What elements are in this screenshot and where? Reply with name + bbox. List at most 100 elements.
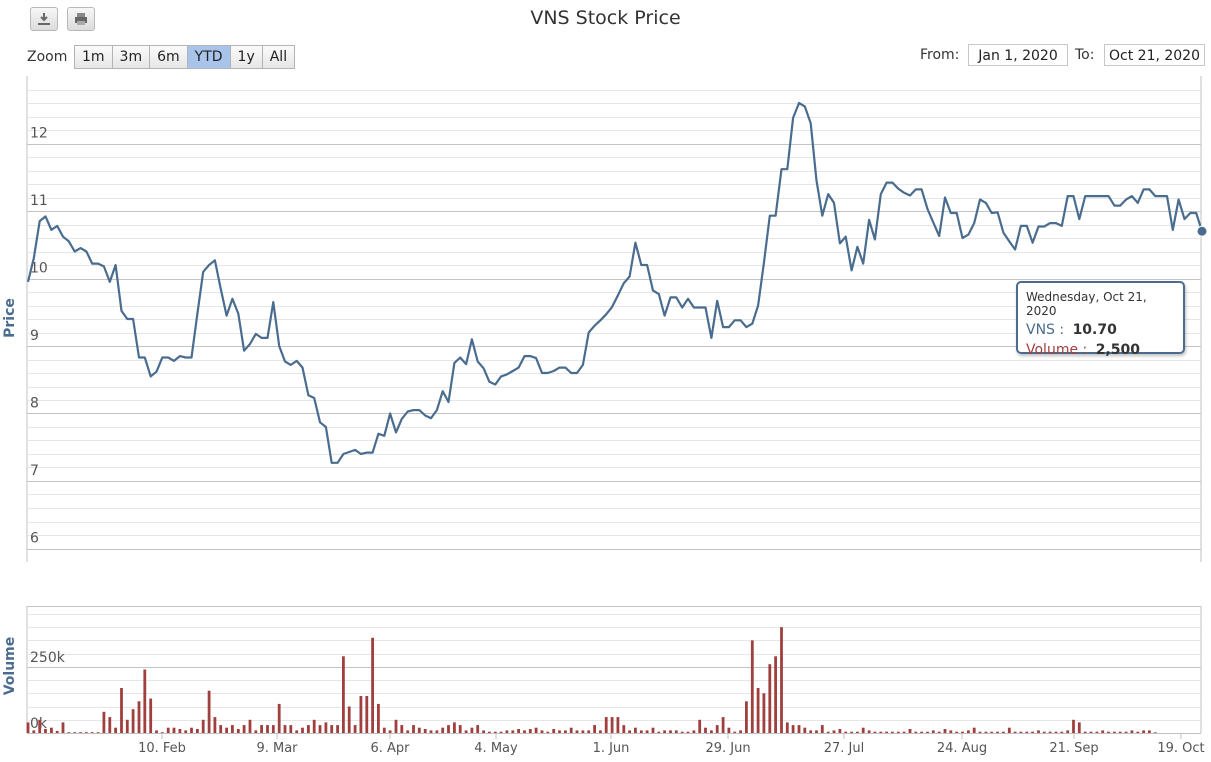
volume-bar: [674, 730, 678, 733]
volume-bar: [488, 731, 491, 733]
volume-bar: [236, 729, 240, 733]
volume-bar: [552, 729, 556, 733]
volume-bar: [1007, 727, 1011, 733]
to-date-input[interactable]: Oct 21, 2020: [1104, 44, 1205, 66]
x-tick-label: 24. Aug: [937, 741, 987, 756]
volume-bar: [832, 730, 836, 733]
volume-bar: [453, 722, 456, 733]
volume-bar: [885, 731, 888, 733]
volume-bar: [645, 730, 649, 733]
volume-bar: [172, 727, 176, 733]
volume-bar: [1124, 731, 1128, 733]
volume-bar: [96, 732, 100, 733]
x-tick-label: 9. Mar: [256, 741, 298, 756]
volume-bar: [149, 698, 153, 733]
volume-bar: [336, 725, 339, 733]
volume-bar: [715, 725, 719, 733]
volume-bar: [85, 732, 88, 733]
volume-bar: [669, 730, 672, 733]
from-date-input[interactable]: Jan 1, 2020: [968, 44, 1068, 66]
volume-bar: [1054, 731, 1058, 733]
volume-bar: [967, 730, 970, 733]
zoom-buttons: 1m 3m 6m YTD 1y All: [74, 45, 296, 69]
price-tick-label: 11: [30, 193, 48, 209]
volume-bar: [867, 730, 871, 733]
volume-bar: [850, 731, 853, 733]
volume-bar: [902, 731, 906, 733]
volume-bar: [838, 729, 842, 733]
volume-bar: [271, 725, 275, 733]
volume-bar: [458, 725, 462, 733]
volume-bar: [785, 722, 789, 733]
volume-bar: [196, 729, 199, 733]
x-tick-label: 10. Feb: [138, 741, 186, 756]
volume-bar: [931, 730, 935, 733]
volume-bar: [511, 730, 515, 733]
volume-bar: [1101, 730, 1105, 733]
price-series: [26, 101, 1208, 464]
zoom-3m-button[interactable]: 3m: [112, 46, 151, 68]
volume-bar: [546, 731, 550, 733]
volume-bar: [359, 696, 363, 733]
volume-bar: [768, 664, 772, 733]
zoom-label: Zoom: [27, 49, 68, 65]
zoom-6m-button[interactable]: 6m: [150, 46, 188, 68]
volume-bar: [301, 727, 304, 733]
volume-bar: [996, 731, 999, 733]
volume-bar: [820, 725, 824, 733]
volume-bar: [949, 730, 953, 733]
volume-bar: [417, 727, 421, 733]
volume-bar: [856, 731, 859, 733]
volume-bar: [108, 717, 112, 733]
volume-bar: [774, 656, 777, 733]
zoom-1m-button[interactable]: 1m: [75, 46, 113, 68]
volume-bar: [762, 693, 766, 733]
zoom-ytd-button[interactable]: YTD: [187, 46, 231, 68]
volume-bar: [90, 732, 94, 733]
volume-bar: [277, 703, 281, 733]
volume-bar: [780, 627, 783, 733]
volume-bar: [120, 688, 123, 733]
volume-bar: [756, 688, 760, 733]
volume-bar: [926, 731, 929, 733]
volume-bar: [1083, 731, 1087, 733]
volume-bar: [207, 690, 211, 733]
volume-bar: [201, 719, 205, 733]
volume-bar: [1019, 731, 1023, 733]
volume-bar: [616, 717, 620, 733]
volume-bar: [920, 731, 923, 733]
zoom-1y-button[interactable]: 1y: [230, 46, 263, 68]
volume-bar: [114, 727, 117, 733]
volume-bar: [441, 727, 445, 733]
volume-bar: [622, 725, 626, 733]
tooltip-volume-value: 2,500: [1095, 342, 1140, 358]
volume-bar: [914, 731, 918, 733]
volume-bar: [248, 719, 252, 733]
volume-bar: [231, 725, 234, 733]
print-button[interactable]: [67, 7, 95, 31]
volume-bar: [651, 727, 655, 733]
volume-bar: [750, 640, 754, 733]
volume-bar: [73, 732, 77, 733]
volume-bar: [879, 731, 883, 733]
price-tick-label: 10: [30, 261, 48, 277]
download-button[interactable]: [30, 7, 58, 31]
zoom-all-button[interactable]: All: [262, 46, 295, 68]
tooltip-volume-label: Volume: [1026, 342, 1079, 358]
volume-bar: [505, 730, 509, 733]
volume-bar: [260, 725, 263, 733]
volume-bar: [38, 719, 42, 733]
data-tooltip: Wednesday, Oct 21, 2020 VNS : 10.70 Volu…: [1016, 281, 1185, 358]
volume-bar: [604, 717, 608, 733]
x-tick-label: 1. Jun: [593, 741, 630, 756]
price-hover-marker: [1196, 225, 1208, 237]
tooltip-series-label: VNS: [1026, 322, 1055, 338]
volume-bar: [692, 730, 696, 733]
volume-bar: [698, 719, 702, 733]
volume-bar: [972, 727, 976, 733]
price-grid: [26, 76, 1202, 562]
volume-bar: [1072, 719, 1075, 733]
volume-bar: [639, 730, 643, 733]
volume-bar: [155, 730, 158, 733]
